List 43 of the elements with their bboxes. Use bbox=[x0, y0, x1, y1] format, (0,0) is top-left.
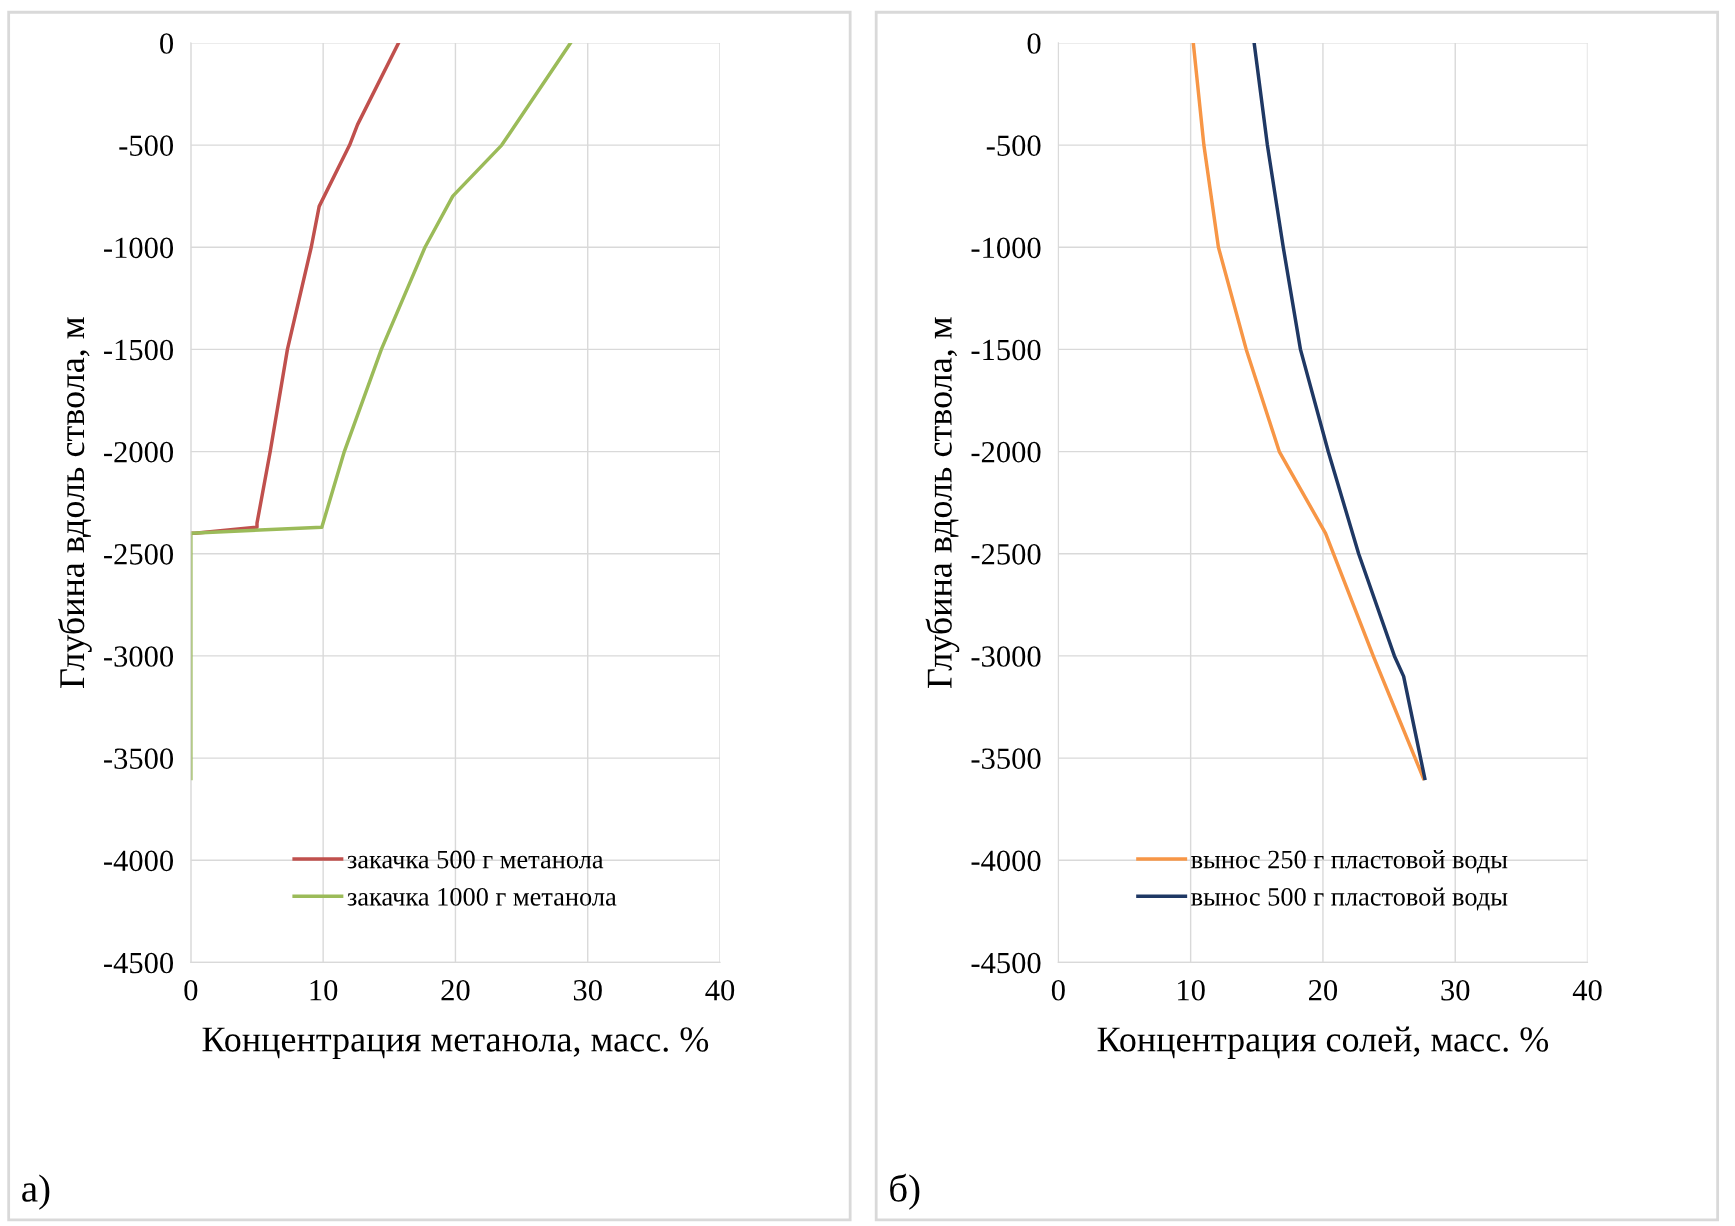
x-tick-label: 40 bbox=[1572, 979, 1602, 1001]
line-series bbox=[190, 42, 573, 781]
y-tick-label: -4000 bbox=[971, 850, 1041, 872]
x-tick-label: 20 bbox=[441, 979, 470, 1001]
y-tick-label: -4500 bbox=[104, 952, 174, 974]
x-axis-title: Концентрация метанола, масс. % bbox=[202, 1027, 709, 1059]
x-tick-label: 0 bbox=[1051, 979, 1065, 1001]
y-tick-label: -2500 bbox=[104, 544, 174, 565]
x-tick-label: 10 bbox=[310, 979, 338, 1001]
line-series bbox=[1252, 42, 1427, 781]
text: а) bbox=[22, 1174, 50, 1210]
y-axis-title: Глубина вдоль ствола, м bbox=[925, 317, 960, 688]
y-tick-label: -500 bbox=[119, 135, 174, 156]
y-tick-label: 0 bbox=[160, 33, 174, 54]
y-tick-label: -3000 bbox=[104, 646, 174, 667]
line-series bbox=[1191, 42, 1426, 781]
y-tick-label: -2500 bbox=[971, 544, 1041, 565]
x-tick-label: 20 bbox=[1309, 979, 1338, 1001]
x-tick-label: 10 bbox=[1178, 979, 1205, 1001]
y-tick-label: -4000 bbox=[104, 850, 174, 872]
legend-label: вынос 250 г пластовой воды bbox=[1191, 850, 1508, 874]
x-tick-label: 30 bbox=[573, 979, 602, 1001]
y-tick-label: -1500 bbox=[104, 339, 174, 361]
y-tick-label: -3000 bbox=[971, 646, 1041, 667]
x-tick-label: 40 bbox=[705, 979, 735, 1001]
y-tick-label: -4500 bbox=[971, 952, 1041, 974]
y-tick-label: -1000 bbox=[104, 237, 174, 259]
y-tick-label: -2000 bbox=[971, 441, 1041, 463]
x-axis-title: Концентрация солей, масс. % bbox=[1097, 1026, 1549, 1059]
y-tick-label: 0 bbox=[1027, 33, 1041, 54]
y-tick-label: -1000 bbox=[971, 237, 1041, 259]
text: б) bbox=[890, 1173, 920, 1210]
x-tick-label: 30 bbox=[1441, 979, 1470, 1001]
y-tick-label: -1500 bbox=[971, 339, 1041, 361]
y-tick-label: -3500 bbox=[104, 748, 174, 769]
y-axis-title: Глубина вдоль ствола, м bbox=[58, 317, 92, 688]
y-tick-label: -2000 bbox=[104, 441, 174, 463]
x-tick-label: 0 bbox=[184, 979, 198, 1001]
y-tick-label: -500 bbox=[986, 135, 1041, 156]
y-tick-label: -3500 bbox=[971, 748, 1041, 769]
legend-label: вынос 500 г пластовой воды bbox=[1191, 887, 1508, 911]
legend-label: закачка 1000 г метанола bbox=[347, 887, 617, 906]
legend-label: закачка 500 г метанола bbox=[347, 850, 604, 869]
